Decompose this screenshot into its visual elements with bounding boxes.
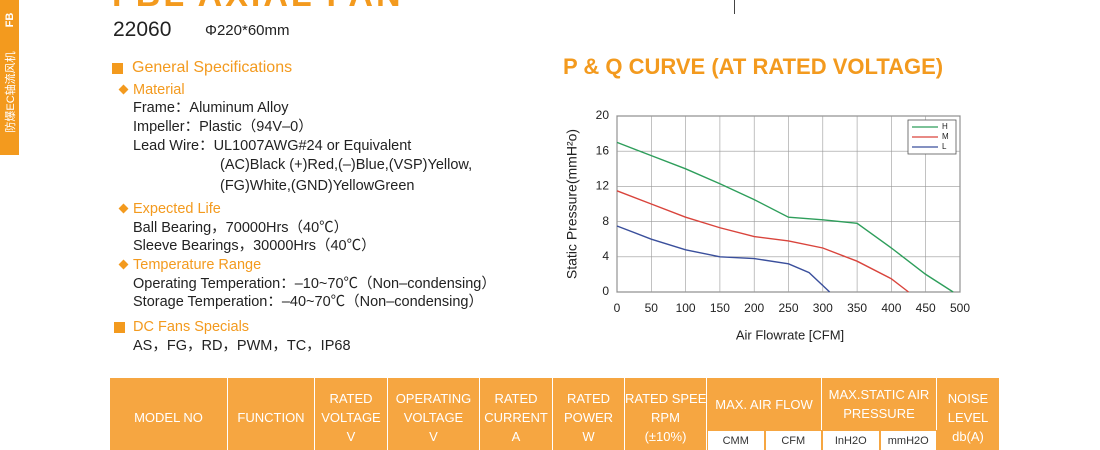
header-cell: RATED SPEED RPM (±10%)	[625, 378, 716, 450]
header-text: W	[582, 428, 595, 444]
curve	[616, 141, 954, 293]
header-text: (±10%)	[644, 428, 687, 444]
y-tick-label: 0	[602, 284, 609, 298]
y-tick-label: 4	[602, 249, 609, 263]
spec-line: Impeller：Plastic（94V–0）	[133, 119, 313, 135]
spec-line: Sleeve Bearings，30000Hrs（40℃）	[133, 238, 376, 254]
header-text: MODEL NO	[134, 409, 203, 425]
y-tick-label: 20	[596, 108, 610, 122]
header-text: RPM	[651, 409, 680, 425]
curve	[616, 190, 909, 293]
spec-line: Frame：Aluminum Alloy	[133, 100, 289, 116]
y-tick-label: 12	[596, 179, 610, 193]
x-tick-label: 150	[710, 301, 730, 315]
x-tick-label: 300	[813, 301, 833, 315]
spec-line: AS，FG，RD，PWM，TC，IP68	[133, 338, 351, 354]
header-cell: RATED VOLTAGE V	[315, 378, 388, 450]
x-tick-label: 250	[778, 301, 798, 315]
header-text: RATED	[494, 390, 538, 406]
spec-line: (AC)Black (+)Red,(–)Blue,(VSP)Yellow,	[220, 157, 473, 173]
legend-label: H	[942, 122, 948, 131]
group-title: DC Fans Specials	[133, 319, 250, 335]
group-title: Temperature Range	[133, 257, 262, 273]
header-text: db(A)	[952, 428, 984, 444]
header-cell: MAX. AIR FLOW	[707, 378, 822, 430]
header-text: V	[346, 428, 356, 444]
x-tick-label: 400	[881, 301, 901, 315]
spec-line: Operating Temperation：–10~70℃（Non–conden…	[133, 276, 496, 292]
header-cell: MAX.STATIC AIR PRESSURE	[822, 378, 937, 430]
page-title: FBL AXIAL FAN	[112, 0, 404, 12]
group-title: Expected Life	[133, 201, 221, 217]
header-text: MAX. AIR FLOW	[715, 396, 813, 412]
group-title: Material	[133, 82, 185, 98]
x-axis-label: Air Flowrate [CFM]	[736, 327, 844, 342]
sub-header: CMM	[707, 430, 765, 450]
size: Φ220*60mm	[205, 22, 290, 39]
header-text: MAX.STATIC AIR	[828, 387, 930, 402]
y-axis-label: Static Pressure(mmH²o)	[564, 129, 580, 279]
x-tick-label: 450	[916, 301, 936, 315]
header-text: A	[511, 428, 521, 444]
header-text: RATED	[329, 390, 373, 406]
legend-label: L	[942, 142, 947, 151]
curve	[616, 225, 831, 293]
sub-header: mmH2O	[879, 430, 937, 450]
header-text: VOLTAGE	[403, 409, 464, 425]
divider	[734, 0, 735, 14]
spec-line: (FG)White,(GND)YellowGreen	[220, 178, 415, 194]
sub-header: CFM	[764, 430, 822, 450]
header-text: VOLTAGE	[321, 409, 381, 425]
x-tick-label: 0	[614, 301, 621, 315]
x-tick-label: 100	[676, 301, 696, 315]
spec-line: Ball Bearing，70000Hrs（40℃）	[133, 220, 349, 236]
spec-line: Storage Temperation：–40~70℃（Non–condensi…	[133, 294, 483, 310]
header-cell: MODEL NO	[110, 378, 228, 450]
header-cell: NOISE LEVEL db(A)	[937, 378, 1000, 450]
header-text: PRESSURE	[843, 406, 915, 421]
spec-line: Lead Wire：UL1007AWG#24 or Equivalent	[133, 138, 412, 154]
header-cell: FUNCTION	[228, 378, 315, 450]
model: 22060	[113, 18, 172, 41]
header-text: POWER	[563, 409, 614, 425]
side-tab: FB 防爆EC轴流风机	[0, 0, 19, 155]
bullet	[112, 63, 123, 74]
header-text: FUNCTION	[237, 409, 305, 425]
header-cell: RATED POWER W	[553, 378, 625, 450]
y-tick-label: 16	[596, 143, 610, 157]
header-text: V	[429, 428, 438, 444]
header-text: LEVEL	[947, 409, 989, 425]
legend-label: M	[942, 132, 949, 141]
x-tick-label: 200	[744, 301, 764, 315]
header-cell: RATED CURRENT A	[480, 378, 553, 450]
sub-header: InH2O	[822, 430, 880, 450]
x-tick-label: 350	[847, 301, 867, 315]
chart-title: P & Q CURVE (AT RATED VOLTAGE)	[563, 54, 943, 79]
header-text: NOISE	[947, 390, 989, 406]
header-text: CURRENT	[484, 409, 548, 425]
header-cell: OPERATING VOLTAGE V	[388, 378, 480, 450]
section-heading: General Specifications	[132, 59, 293, 76]
x-tick-label: 500	[950, 301, 970, 315]
header-text: OPERATING	[395, 390, 472, 406]
x-tick-label: 50	[645, 301, 659, 315]
y-tick-label: 8	[602, 214, 609, 228]
header-text: RATED SPEED	[625, 390, 716, 406]
bullet	[114, 322, 125, 333]
header-text: RATED	[566, 390, 611, 406]
